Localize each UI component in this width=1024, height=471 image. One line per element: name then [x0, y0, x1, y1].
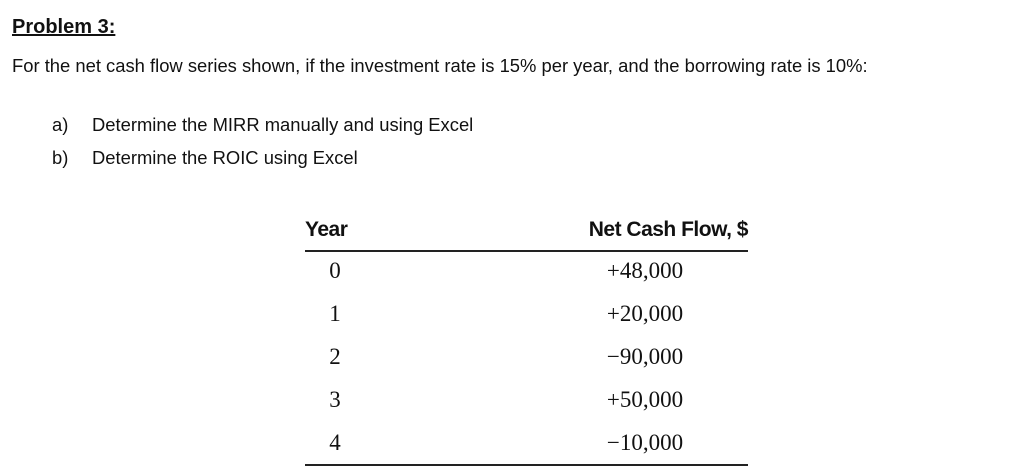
list-item: Determine the MIRR manually and using Ex…	[92, 114, 474, 135]
table-cell: −90,000	[606, 344, 684, 369]
table-cell: +20,000	[606, 301, 684, 326]
list-marker: b)	[52, 147, 69, 168]
list-marker: a)	[52, 114, 69, 135]
table-cell: 1	[329, 301, 341, 326]
heading: Problem 3:	[12, 16, 116, 38]
table-cell: 2	[329, 344, 341, 369]
table-cell: +48,000	[606, 258, 684, 283]
table-cell: 3	[329, 387, 341, 412]
list-item: Determine the ROIC using Excel	[92, 147, 358, 168]
table-cell: −10,000	[606, 430, 684, 455]
table-header: Net Cash Flow, $	[588, 218, 749, 241]
table-cell: 4	[329, 430, 341, 455]
header-rule	[305, 250, 748, 252]
paragraph: For the net cash flow series shown, if t…	[12, 55, 868, 76]
table-cell: 0	[329, 258, 341, 283]
bottom-rule	[305, 464, 748, 466]
table-cell: +50,000	[606, 387, 684, 412]
table-header: Year	[305, 218, 348, 241]
